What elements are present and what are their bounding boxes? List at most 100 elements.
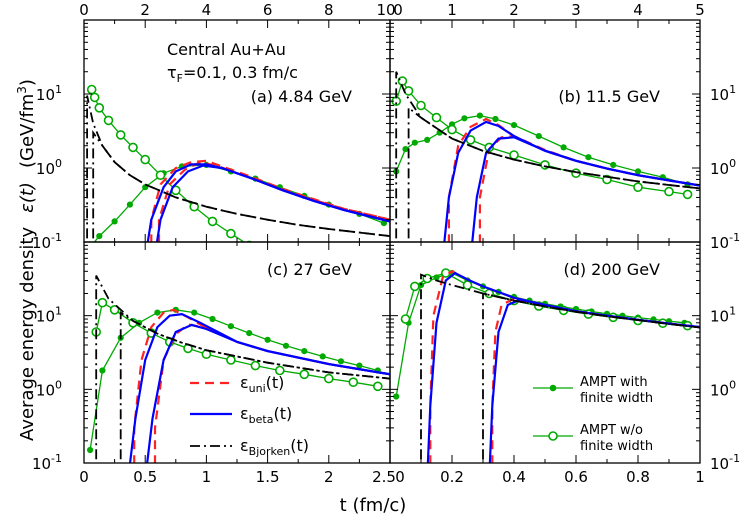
series-d-4-line [426, 271, 700, 463]
legend-ampt-finite-marker [549, 384, 557, 392]
series-d-1-marker [400, 314, 411, 324]
y-tick-label-b: 100 [710, 157, 736, 178]
series-a-1-marker [94, 103, 105, 113]
x-tick-label-d: 0.8 [626, 468, 650, 486]
series-a-0-marker [380, 220, 387, 227]
series-b-1-marker [509, 150, 519, 160]
x-tick-label-a: 6 [263, 1, 273, 19]
y-tick-base: 10 [36, 381, 55, 399]
series-b-0-marker [610, 161, 617, 168]
y-tick-base: 10 [710, 455, 729, 473]
y-axis-label: Average energy densityε(t)(GeV/fm3) [15, 79, 38, 441]
series-a-1-marker [140, 154, 150, 165]
series-c-0-marker [99, 367, 106, 374]
panel-title-c: (c) 27 GeV [267, 260, 352, 279]
x-tick-label-d: 0.4 [502, 468, 526, 486]
legend-ampt-nofinite-marker [548, 431, 558, 441]
x-tick-label-d: 0.2 [440, 468, 464, 486]
panel-title-b: (b) 11.5 GeV [558, 87, 660, 106]
series-a-1-marker [115, 130, 126, 140]
x-tick-label-a: 8 [324, 1, 334, 19]
header-formation-time: τF=0.1, 0.3 fm/c [167, 63, 298, 85]
series-c-1-marker [372, 381, 383, 392]
y-tick-base: 10 [710, 381, 729, 399]
series-b-0-marker [585, 154, 592, 161]
series-c-0-marker [87, 446, 94, 454]
series-c-0-marker [356, 362, 363, 369]
x-tick-label-c: 2.5 [372, 468, 396, 486]
series-b-1-marker [431, 112, 442, 123]
series-c-0-marker [264, 336, 271, 343]
series-a-1-marker [128, 142, 138, 153]
series-c-1-marker [348, 377, 359, 388]
series-a-5-line [155, 164, 390, 242]
series-c-1-marker [226, 355, 236, 365]
series-d-2-line [429, 270, 700, 463]
series-a-0-marker [96, 233, 103, 240]
x-tick-label-b: 4 [633, 1, 643, 19]
series-b-1-marker [664, 186, 674, 197]
y-tick-label-d: 100 [710, 378, 736, 399]
y-tick-exponent: 1 [729, 305, 736, 318]
series-a-1-marker [226, 228, 236, 239]
series-c-5-line [146, 323, 390, 463]
series-a-1-marker [103, 115, 114, 126]
series-b-5-line [471, 136, 700, 242]
y-tick-base: 10 [710, 308, 729, 326]
series-b-2-line [447, 117, 700, 242]
series-b-0-marker [411, 139, 418, 146]
x-axis-label: t (fm/c) [340, 495, 407, 516]
x-tick-label-a: 2 [140, 1, 150, 19]
panel-frame-b [389, 19, 701, 243]
x-tick-label-d: 1 [695, 468, 705, 486]
series-b-0-marker [402, 146, 409, 153]
series-b-1-marker [633, 182, 643, 192]
series-a-1-marker [86, 84, 97, 95]
series-d-1-marker [409, 281, 420, 292]
series-b-0-marker [461, 115, 468, 122]
legend-ampt-nofinite-label-2: finite width [580, 439, 653, 454]
series-c-2-line [133, 308, 390, 463]
y-tick-base: 10 [710, 234, 729, 252]
y-tick-label-b: 10-1 [710, 231, 740, 252]
y-tick-label-b: 101 [710, 83, 736, 104]
plot-area-d [393, 268, 700, 463]
y-tick-exponent: 1 [729, 83, 736, 96]
series-b-0-marker [535, 133, 542, 140]
y-tick-label-c: 100 [36, 378, 62, 399]
series-b-7-line [407, 105, 700, 242]
x-tick-label-c: 0.5 [133, 468, 157, 486]
series-b-0-marker [424, 136, 431, 143]
panel-title-d: (d) 200 GeV [563, 260, 660, 279]
legend-uni-label: εuni(t) [240, 373, 284, 395]
plot-area-c [87, 275, 390, 463]
y-tick-label-a: 10-1 [32, 231, 62, 252]
series-c-0-marker [191, 309, 198, 316]
x-tick-label-b: 5 [695, 1, 705, 19]
y-tick-exponent: 0 [55, 378, 62, 391]
y-tick-label-d: 101 [710, 305, 736, 326]
series-c-0-marker [246, 330, 253, 337]
series-c-0-marker [337, 358, 345, 365]
legend-left: εuni(t) εbeta(t) εBjorken(t) [190, 373, 309, 458]
x-tick-label-b: 3 [571, 1, 581, 19]
series-c-1-marker [109, 304, 120, 315]
x-tick-label-a: 0 [79, 1, 89, 19]
legend-right: AMPT with finite width AMPT w/o finite w… [533, 375, 653, 454]
y-tick-base: 10 [36, 160, 55, 178]
y-tick-base: 10 [36, 86, 55, 104]
legend-ampt-finite-label-2: finite width [580, 391, 653, 406]
series-c-0-marker [319, 353, 326, 360]
x-tick-label-b: 1 [447, 1, 457, 19]
panel-title-a: (a) 4.84 GeV [251, 87, 352, 106]
series-c-1-marker [274, 365, 285, 376]
x-tick-label-b: 0 [393, 1, 403, 19]
series-b-1-marker [403, 86, 414, 96]
y-tick-label-d: 10-1 [710, 452, 740, 473]
series-a-0-marker [111, 218, 118, 225]
y-tick-exponent: 0 [729, 378, 736, 391]
y-tick-exponent: 1 [55, 83, 62, 96]
